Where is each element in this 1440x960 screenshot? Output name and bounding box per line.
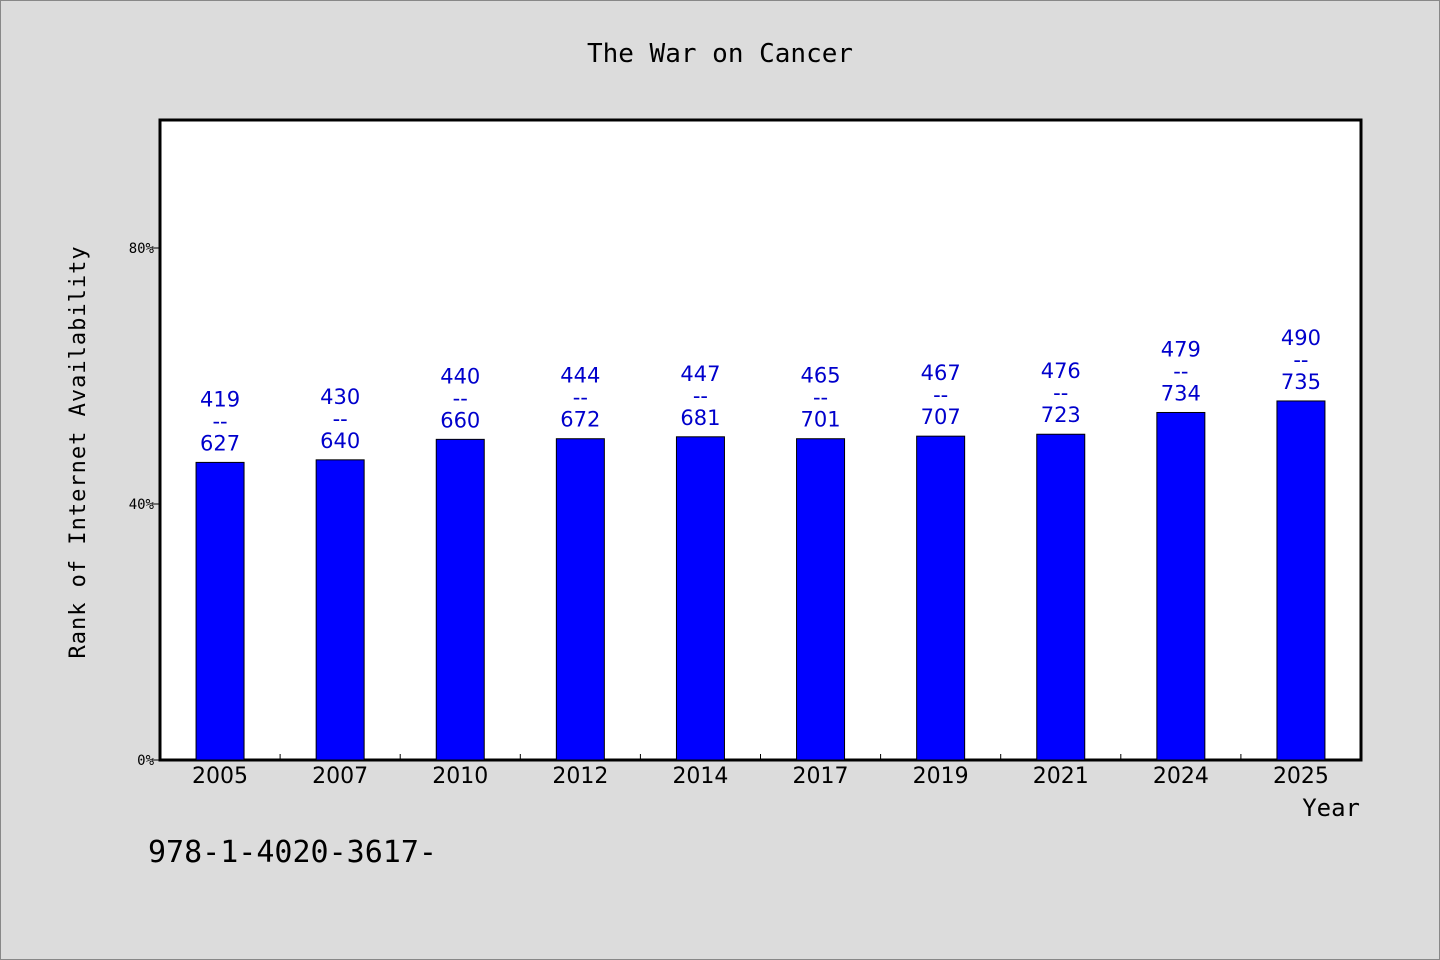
bar-data-label-top: 419	[200, 387, 240, 411]
bar-data-label-sep: --	[1293, 348, 1308, 372]
bar	[1036, 433, 1086, 761]
bar-data-label-bottom: 734	[1161, 381, 1201, 405]
bar-data-label-sep: --	[212, 409, 227, 433]
x-axis-label: Year	[1302, 794, 1360, 822]
chart-title: The War on Cancer	[587, 39, 853, 69]
bar	[435, 438, 485, 761]
bar-data-label-top: 490	[1281, 326, 1321, 350]
bar-data-label-top: 467	[921, 361, 961, 385]
bar-data-label-top: 447	[680, 362, 720, 386]
x-tick-label: 2019	[913, 764, 969, 789]
y-tick-label: 40%	[129, 497, 155, 513]
bar-data-label-sep: --	[573, 386, 588, 410]
x-tick-label: 2024	[1153, 764, 1209, 789]
bar-data-label-bottom: 707	[921, 405, 961, 429]
y-tick-label: 0%	[137, 753, 154, 769]
bar-data-label-bottom: 627	[200, 431, 240, 455]
bar-data-label-bottom: 672	[560, 408, 600, 432]
x-tick-label: 2014	[672, 764, 728, 789]
bar-data-label-sep: --	[333, 407, 348, 431]
bar-data-label-bottom: 735	[1281, 370, 1321, 394]
bars-group	[195, 400, 1326, 761]
bar	[1156, 411, 1206, 761]
x-tick-label: 2007	[312, 764, 368, 789]
bar-data-label-bottom: 681	[680, 406, 720, 430]
bar-data-label-top: 479	[1161, 337, 1201, 361]
bar	[555, 438, 605, 761]
y-axis-label: Rank of Internet Availability	[66, 245, 91, 658]
bar-data-label-sep: --	[453, 386, 468, 410]
y-tick-label: 80%	[129, 241, 155, 257]
isbn-text: 978-1-4020-3617-	[148, 835, 437, 870]
bar	[796, 438, 846, 761]
bar	[916, 435, 966, 761]
bar-data-label-top: 476	[1041, 359, 1081, 383]
bar-data-label-top: 465	[801, 364, 841, 388]
x-tick-label: 2010	[432, 764, 488, 789]
bar	[195, 461, 245, 761]
x-tick-label: 2021	[1033, 764, 1089, 789]
bar-data-label-sep: --	[813, 386, 828, 410]
bar-data-label-bottom: 660	[440, 408, 480, 432]
bar	[1276, 400, 1326, 761]
x-tick-label: 2017	[793, 764, 849, 789]
x-axis: 2005 2007 2010 2012 2014 2017 2019 2021 2024 2025	[192, 754, 1329, 789]
bar-data-label-sep: --	[933, 383, 948, 407]
y-axis: 0% 40% 80%	[129, 241, 160, 769]
bar-data-label-sep: --	[1053, 381, 1068, 405]
bar-data-label-top: 444	[560, 364, 600, 388]
bar-data-label-top: 440	[440, 364, 480, 388]
bar	[675, 436, 725, 761]
bar-data-label-top: 430	[320, 385, 360, 409]
bar-data-label-sep: --	[1173, 359, 1188, 383]
bar	[315, 459, 365, 761]
bar-data-label-sep: --	[693, 384, 708, 408]
data-labels-group: 419--627430--640440--660444--672447--681…	[200, 326, 1321, 455]
bar-data-label-bottom: 640	[320, 429, 360, 453]
x-tick-label: 2005	[192, 764, 248, 789]
x-tick-label: 2025	[1273, 764, 1329, 789]
x-tick-label: 2012	[552, 764, 608, 789]
bar-data-label-bottom: 701	[801, 408, 841, 432]
bar-data-label-bottom: 723	[1041, 403, 1081, 427]
